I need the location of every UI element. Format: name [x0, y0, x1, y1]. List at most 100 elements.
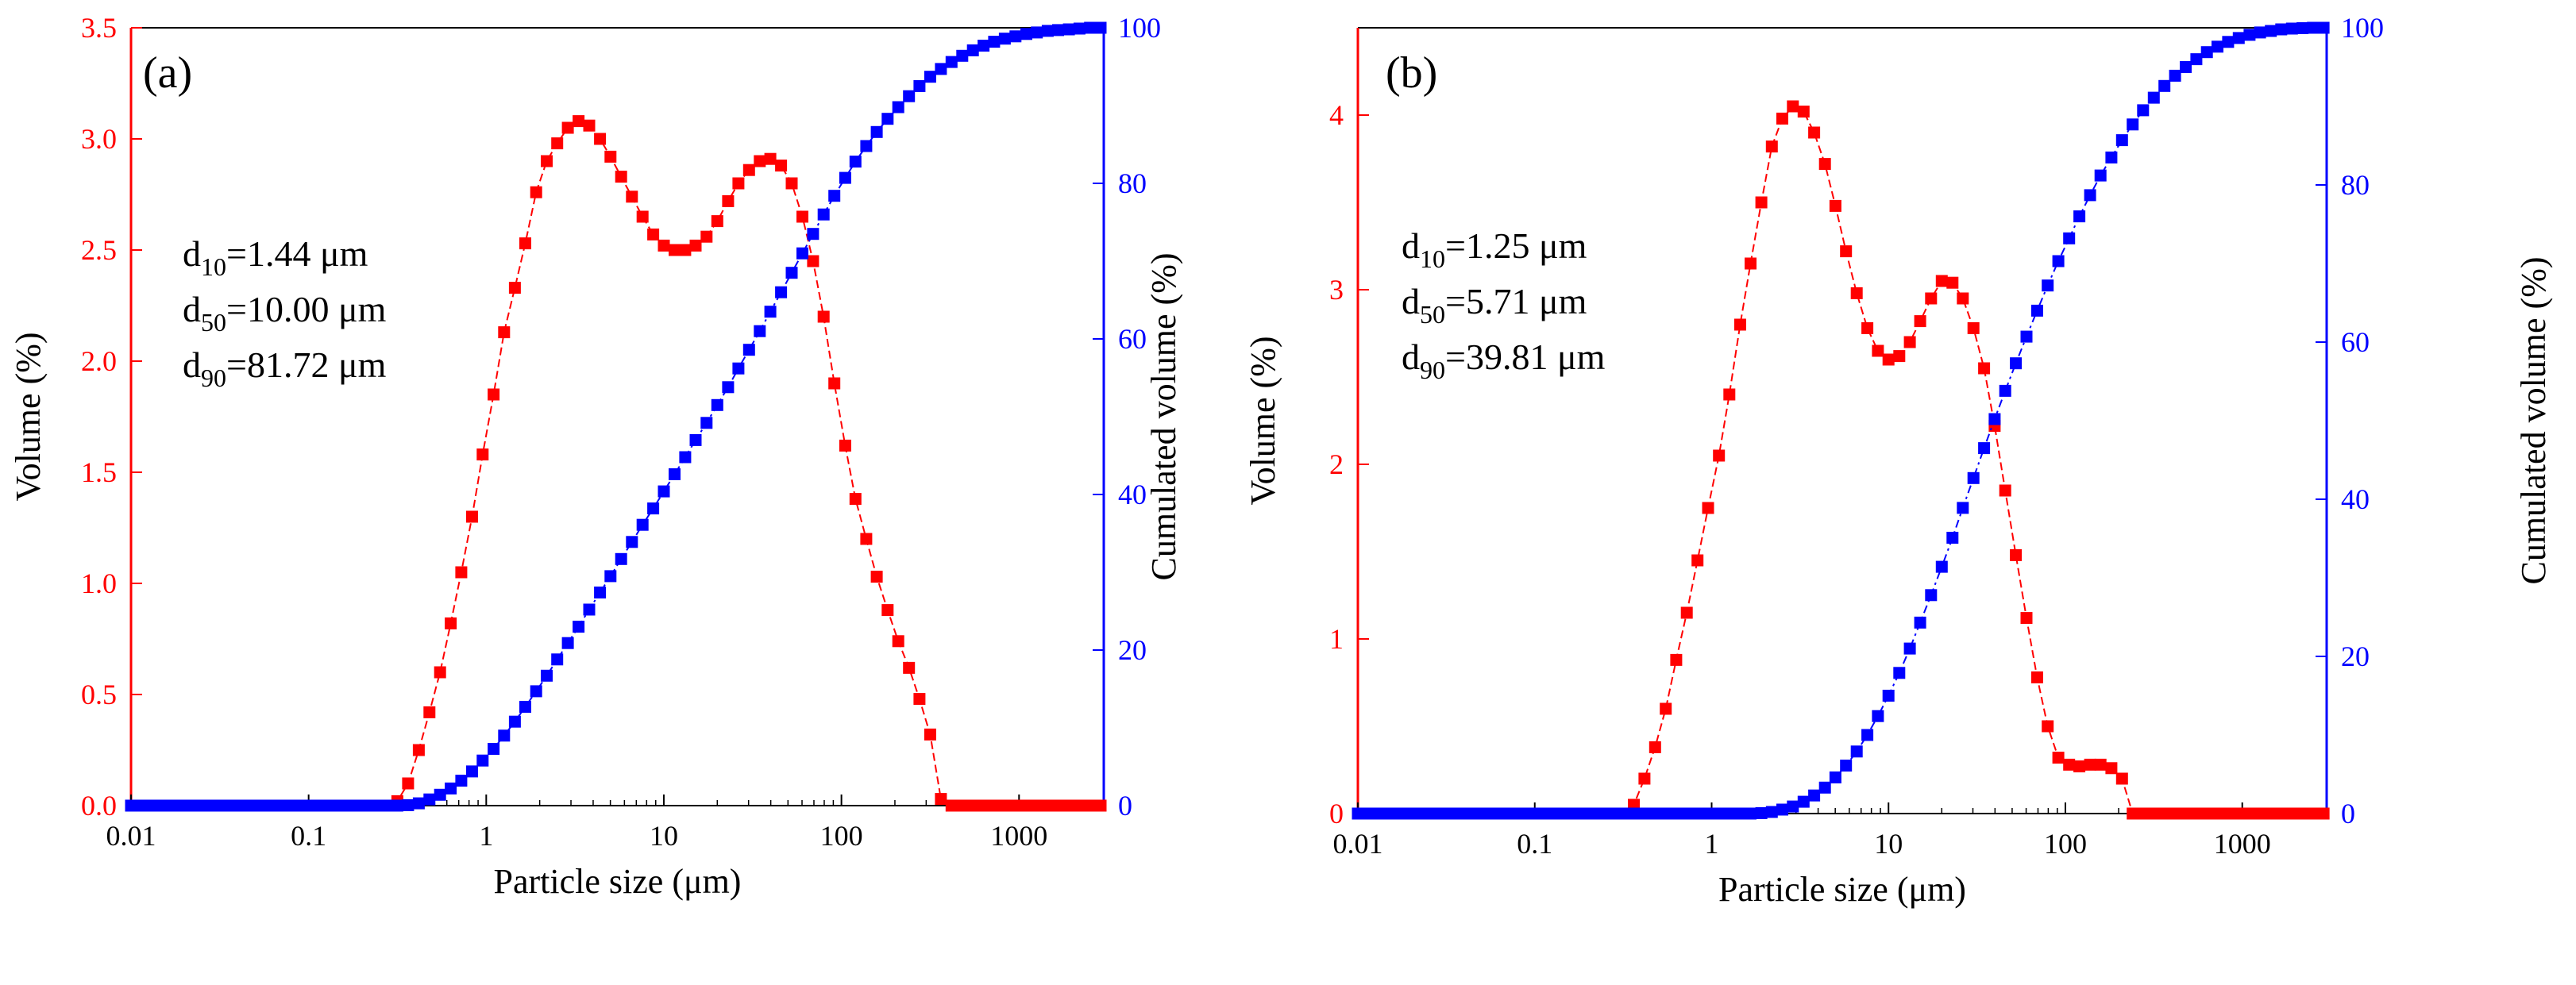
data-point — [669, 468, 681, 480]
x-tick-label: 100 — [2044, 828, 2087, 860]
data-point — [2105, 151, 2118, 164]
data-point — [1745, 807, 1757, 820]
data-point — [434, 666, 446, 679]
data-point — [2158, 807, 2171, 820]
data-point — [1733, 807, 1746, 820]
stat-d10: d10=1.25 μm — [1402, 225, 1587, 273]
data-point — [966, 44, 979, 56]
data-point — [1967, 321, 1980, 334]
data-point — [2073, 210, 2086, 223]
data-point — [700, 417, 713, 429]
data-point — [2307, 807, 2320, 820]
data-point — [870, 125, 883, 138]
data-point — [146, 799, 159, 812]
data-point — [1447, 807, 1460, 820]
data-point — [604, 570, 617, 583]
data-point — [2052, 255, 2065, 267]
data-point — [2232, 807, 2245, 820]
data-point — [732, 177, 745, 190]
data-point — [125, 799, 137, 812]
data-point — [231, 799, 244, 812]
data-point — [1978, 442, 1991, 455]
right-tick-label: 0 — [2341, 798, 2355, 829]
data-point — [636, 210, 649, 223]
data-point — [1882, 353, 1895, 366]
data-point — [2115, 134, 2128, 147]
data-point — [1062, 23, 1075, 36]
data-point — [1660, 807, 1672, 820]
data-point — [1702, 502, 1714, 514]
left-tick-label: 1.5 — [81, 456, 117, 488]
data-point — [498, 326, 511, 339]
data-point — [1755, 807, 1768, 819]
data-point — [1818, 158, 1831, 171]
series-cumulated-volume — [125, 21, 1107, 812]
data-point — [1533, 807, 1544, 820]
data-point — [1988, 413, 2001, 425]
data-point — [978, 799, 990, 812]
data-point — [1840, 245, 1853, 258]
data-point — [2030, 304, 2043, 317]
data-point — [722, 194, 735, 207]
data-point — [742, 164, 755, 176]
data-point — [1797, 106, 1810, 118]
x-axis-label: Particle size (μm) — [1718, 870, 1966, 909]
data-point — [1052, 799, 1064, 812]
panel-label: (b) — [1386, 48, 1437, 98]
data-point — [455, 775, 468, 787]
data-point — [796, 247, 808, 260]
data-point — [2296, 807, 2309, 820]
chart-panel-a: 0.01 0.1 1 10 100 10000.00.51.01.52.02.53.03.… — [9, 12, 1183, 901]
data-point — [199, 799, 212, 812]
right-tick-label: 80 — [1118, 167, 1147, 199]
stat-d50: d50=10.00 μm — [183, 289, 387, 337]
data-point — [998, 33, 1011, 45]
data-point — [1818, 781, 1831, 794]
data-point — [945, 799, 958, 812]
data-point — [445, 617, 457, 629]
x-tick-label: 1000 — [990, 820, 1047, 852]
series-volume — [125, 115, 1107, 812]
data-point — [1745, 257, 1757, 270]
chart-panel-b: 0.01 0.1 1 10 100 100001234020406080100Partic… — [1244, 12, 2553, 909]
data-point — [722, 381, 735, 394]
data-point — [541, 155, 553, 167]
data-point — [445, 782, 457, 795]
data-point — [764, 306, 777, 318]
data-point — [657, 239, 670, 252]
data-point — [1935, 560, 1948, 573]
data-point — [210, 799, 222, 812]
data-point — [1479, 807, 1491, 820]
data-point — [2010, 357, 2023, 370]
data-point — [1999, 484, 2011, 497]
data-point — [1808, 789, 1821, 802]
data-point — [2147, 807, 2160, 820]
data-point — [168, 799, 180, 812]
data-point — [1094, 21, 1107, 34]
data-point — [647, 502, 660, 515]
data-point — [1542, 807, 1555, 820]
data-point — [2275, 807, 2288, 820]
data-point — [966, 799, 979, 812]
data-point — [1426, 807, 1438, 820]
series-volume — [1352, 100, 2330, 820]
data-point — [156, 799, 169, 812]
data-point — [1872, 344, 1884, 357]
data-point — [242, 799, 255, 812]
data-point — [839, 439, 851, 452]
left-tick-label: 2.0 — [81, 345, 117, 377]
data-point — [1978, 362, 1991, 375]
data-point — [998, 799, 1011, 812]
data-point — [1458, 807, 1471, 820]
data-point — [2094, 758, 2107, 771]
data-point — [1840, 760, 1853, 772]
data-point — [2052, 752, 2065, 764]
data-point — [541, 669, 553, 682]
data-point — [615, 171, 627, 183]
data-point — [1903, 336, 1916, 348]
data-point — [657, 485, 670, 498]
data-point — [1723, 388, 1736, 401]
data-point — [1914, 616, 1926, 629]
data-point — [1829, 771, 1841, 783]
